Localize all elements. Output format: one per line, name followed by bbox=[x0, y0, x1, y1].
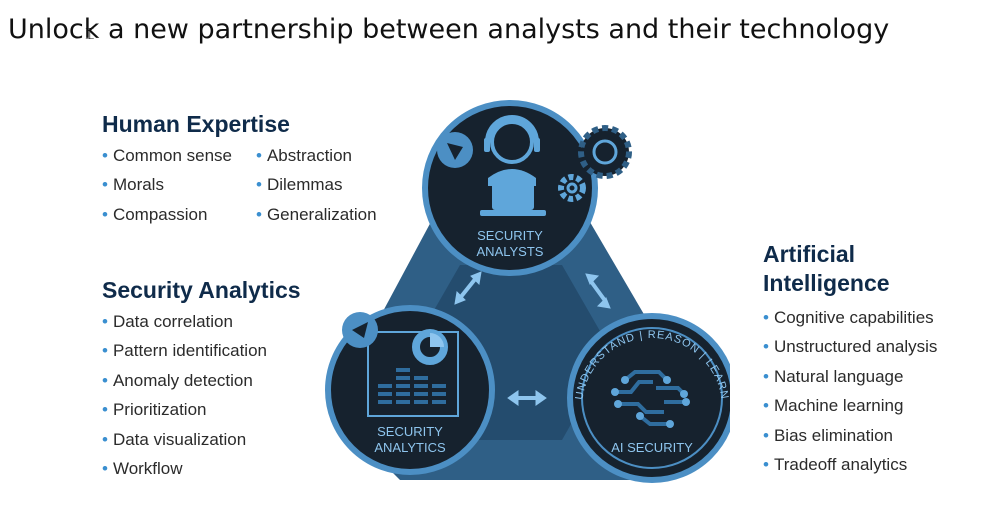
list-item: • Machine learning bbox=[763, 396, 904, 416]
bar-chart-icon bbox=[367, 331, 459, 417]
top-circle-line2: ANALYSTS bbox=[477, 244, 544, 259]
list-item: • Workflow bbox=[102, 458, 183, 478]
left-circle-line1: SECURITY bbox=[377, 424, 443, 439]
page-title: Unlock a new partnership between analyst… bbox=[8, 14, 890, 45]
top-circle-line1: SECURITY bbox=[477, 228, 543, 243]
list-item: • Data correlation bbox=[102, 312, 233, 331]
list-item: • Data visualization bbox=[102, 429, 247, 449]
list-item: • Anomaly detection bbox=[102, 370, 253, 390]
ai-heading-line2: Intelligence bbox=[763, 270, 890, 296]
list-item: • Natural language bbox=[763, 366, 904, 386]
ai-security-circle: UNDERSTAND | REASON | LEARN AI SECURITY bbox=[567, 313, 730, 483]
double-arrow-icon bbox=[585, 273, 611, 309]
list-item: • Dilemmas bbox=[256, 175, 343, 195]
list-item: • Common sense bbox=[102, 146, 233, 165]
artificial-intelligence-list: • Cognitive capabilities • Unstructured an… bbox=[763, 303, 937, 479]
right-circle-label: AI SECURITY bbox=[611, 440, 693, 455]
human-expertise-heading: Human Expertise bbox=[102, 111, 290, 137]
security-analysts-circle: SECURITY ANALYSTS bbox=[422, 100, 598, 276]
double-arrow-icon bbox=[454, 271, 482, 305]
list-item: • Generalization bbox=[256, 204, 377, 224]
list-item: • Tradeoff analytics bbox=[763, 454, 908, 474]
list-item: • Abstraction bbox=[256, 146, 352, 165]
circuit-node-icon bbox=[611, 376, 690, 428]
artificial-intelligence-heading: Artificial Intelligence bbox=[763, 240, 890, 298]
gear-icon bbox=[558, 174, 586, 202]
list-item: • Pattern identification bbox=[102, 341, 267, 361]
human-expertise-list: • Common sense • Abstraction • Morals • Dile… bbox=[102, 141, 406, 229]
security-analytics-circle: SECURITY ANALYTICS bbox=[325, 305, 495, 475]
partnership-diagram: SECURITY ANALYSTS SECURITY ANALYTICS bbox=[325, 100, 730, 483]
analyst-icon bbox=[480, 115, 546, 216]
mouse-cursor-icon: ⌶ bbox=[85, 24, 95, 43]
double-arrow-icon bbox=[507, 390, 547, 406]
compass-badge-icon bbox=[437, 132, 473, 168]
list-item: • Cognitive capabilities bbox=[763, 308, 934, 327]
list-item: • Compassion bbox=[102, 204, 208, 224]
list-item: • Prioritization bbox=[102, 400, 207, 420]
security-analytics-heading: Security Analytics bbox=[102, 277, 301, 303]
pie-chart-icon bbox=[412, 329, 448, 365]
list-item: • Unstructured analysis bbox=[763, 337, 938, 357]
left-circle-line2: ANALYTICS bbox=[374, 440, 446, 455]
list-item: • Bias elimination bbox=[763, 425, 894, 445]
security-analytics-list: • Data correlation • Pattern identificatio… bbox=[102, 307, 267, 483]
list-item: • Morals bbox=[102, 175, 164, 195]
gear-badge-icon bbox=[578, 125, 632, 179]
ai-heading-line1: Artificial bbox=[763, 241, 856, 267]
compass-badge-icon bbox=[342, 312, 378, 348]
